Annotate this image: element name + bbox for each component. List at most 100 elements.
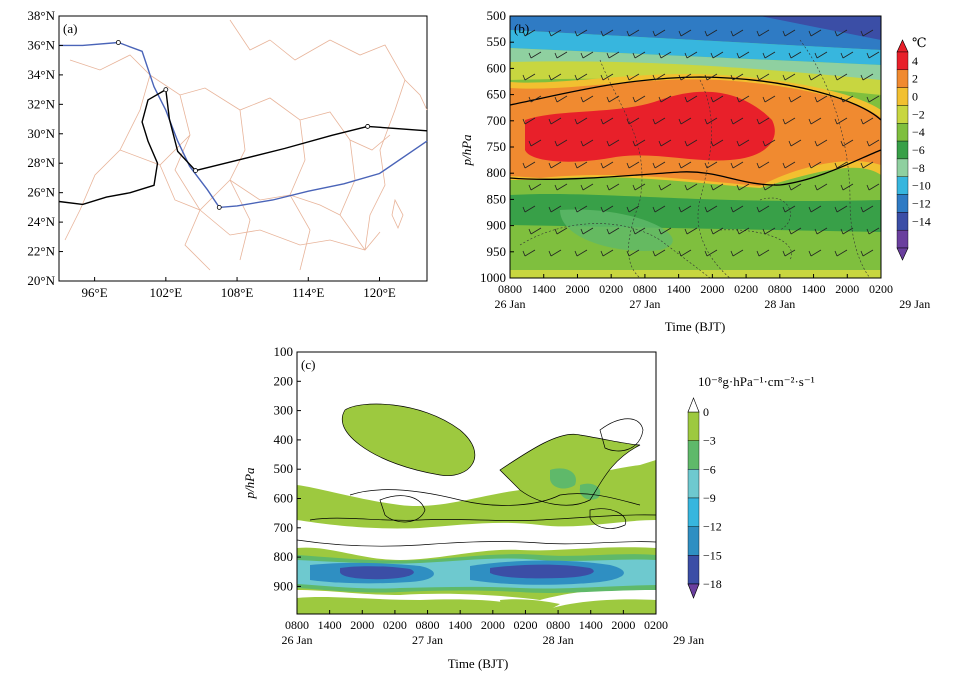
- wind-barb: [548, 29, 562, 37]
- pressure-tick-label: 800: [487, 165, 507, 180]
- lat-tick-label: 36°N: [27, 37, 55, 52]
- time-tick-label: 1400: [532, 282, 556, 296]
- lat-tick-label: 26°N: [27, 185, 55, 200]
- wind-barb: [834, 161, 848, 169]
- colorbar-swatch: [896, 229, 909, 249]
- time-tick-label: 0200: [599, 282, 623, 296]
- wind-barb: [600, 205, 614, 213]
- wind-barb: [756, 205, 770, 213]
- colorbar-swatch: [687, 526, 700, 556]
- wind-barb: [600, 117, 614, 125]
- time-tick-label: 2000: [350, 618, 374, 632]
- lon-tick-label: 108°E: [221, 285, 254, 300]
- wind-barb: [756, 249, 770, 257]
- colorbar-tick-label: −3: [703, 434, 716, 448]
- wind-barb: [808, 161, 822, 169]
- wind-barb: [554, 227, 568, 235]
- colorbar-tick-label: 2: [912, 72, 918, 86]
- wind-barb: [814, 183, 828, 191]
- colorbar-tick-label: −8: [912, 161, 925, 175]
- wind-barb: [580, 183, 594, 191]
- trajectory-line-2: [58, 88, 167, 206]
- wind-barb: [554, 95, 568, 103]
- wind-barb: [652, 161, 666, 169]
- time-tick-label: 0800: [546, 618, 570, 632]
- colorbar-tick-label: 4: [912, 54, 918, 68]
- wind-barb: [626, 205, 640, 213]
- trajectory-markers: [115, 40, 371, 210]
- date-tick-label: 29 Jan: [673, 633, 704, 647]
- colorbar-swatch: [896, 176, 909, 195]
- time-tick-label: 0800: [416, 618, 440, 632]
- date-tick-label: 29 Jan: [899, 297, 930, 311]
- trajectory-lines: [58, 41, 428, 209]
- colorbar-bottom-arrow: [896, 247, 909, 261]
- time-tick-label: 1400: [802, 282, 826, 296]
- wind-barb: [834, 73, 848, 81]
- wind-barb: [762, 183, 776, 191]
- date-tick-label: 27 Jan: [629, 297, 660, 311]
- wind-barb: [600, 73, 614, 81]
- lat-tick-label: 20°N: [27, 273, 55, 288]
- wind-barb: [522, 249, 536, 257]
- wind-barb: [808, 29, 822, 37]
- wind-barb: [580, 227, 594, 235]
- lat-tick-label: 22°N: [27, 244, 55, 259]
- wind-barb: [554, 139, 568, 147]
- date-tick-label: 28 Jan: [543, 633, 574, 647]
- wind-barb: [678, 205, 692, 213]
- wind-barb: [600, 29, 614, 37]
- colorbar-swatch: [896, 69, 909, 88]
- wind-barb: [658, 183, 672, 191]
- wind-barb: [782, 205, 796, 213]
- colorbar-tick-label: −12: [703, 520, 722, 534]
- time-tick-label: 0800: [768, 282, 792, 296]
- wind-barb: [652, 117, 666, 125]
- wind-barb: [730, 161, 744, 169]
- trajectory-marker: [216, 204, 222, 210]
- wind-barb: [762, 51, 776, 59]
- wind-barb: [652, 73, 666, 81]
- wind-barb: [788, 183, 802, 191]
- wind-barb: [574, 205, 588, 213]
- time-tick-label: 1400: [448, 618, 472, 632]
- wind-barb: [814, 139, 828, 147]
- pressure-tick-label: 600: [487, 60, 507, 75]
- wind-barb: [554, 183, 568, 191]
- wind-barb: [866, 95, 880, 103]
- colorbar-swatch: [896, 194, 909, 213]
- wind-barb: [704, 117, 718, 125]
- colorbar-unit: 10⁻⁸g·hPa⁻¹·cm⁻²·s⁻¹: [698, 374, 815, 389]
- wind-barb: [522, 205, 536, 213]
- wind-barb: [522, 73, 536, 81]
- wind-barb: [866, 227, 880, 235]
- wind-barb: [606, 51, 620, 59]
- pressure-tick-label: 700: [274, 520, 294, 535]
- x-axis-label: Time (BJT): [665, 319, 726, 334]
- wind-barb: [678, 249, 692, 257]
- colorbar-tick-label: −10: [912, 179, 931, 193]
- wind-barb: [808, 205, 822, 213]
- time-ticks: 0800 1400 2000 0200 0800 1400 2000 0200 0800 1400…: [285, 610, 668, 632]
- wind-barb: [606, 139, 620, 147]
- time-tick-label: 1400: [579, 618, 603, 632]
- wind-barb: [736, 51, 750, 59]
- trajectory-marker: [365, 124, 371, 129]
- colorbar-tick-label: 0: [912, 90, 918, 104]
- pressure-tick-label: 900: [274, 578, 294, 593]
- trajectory-marker: [193, 168, 198, 173]
- wind-barb: [626, 117, 640, 125]
- colorbar-top-arrow-white: [687, 397, 700, 413]
- wind-barb: [554, 51, 568, 59]
- wind-barb: [814, 95, 828, 103]
- date-ticks: 26 Jan 27 Jan 28 Jan 29 Jan: [495, 297, 931, 311]
- panel-b-temperature: (b) 500 550 600 650 700 750 800 850 900 950 1000 0…: [459, 8, 931, 334]
- wind-barb: [574, 117, 588, 125]
- colorbar-swatch: [896, 158, 909, 177]
- wind-barb: [736, 95, 750, 103]
- wind-barb: [788, 51, 802, 59]
- temperature-zero-contour: [510, 76, 881, 186]
- lon-tick-label: 96°E: [82, 285, 108, 300]
- wind-barb: [626, 249, 640, 257]
